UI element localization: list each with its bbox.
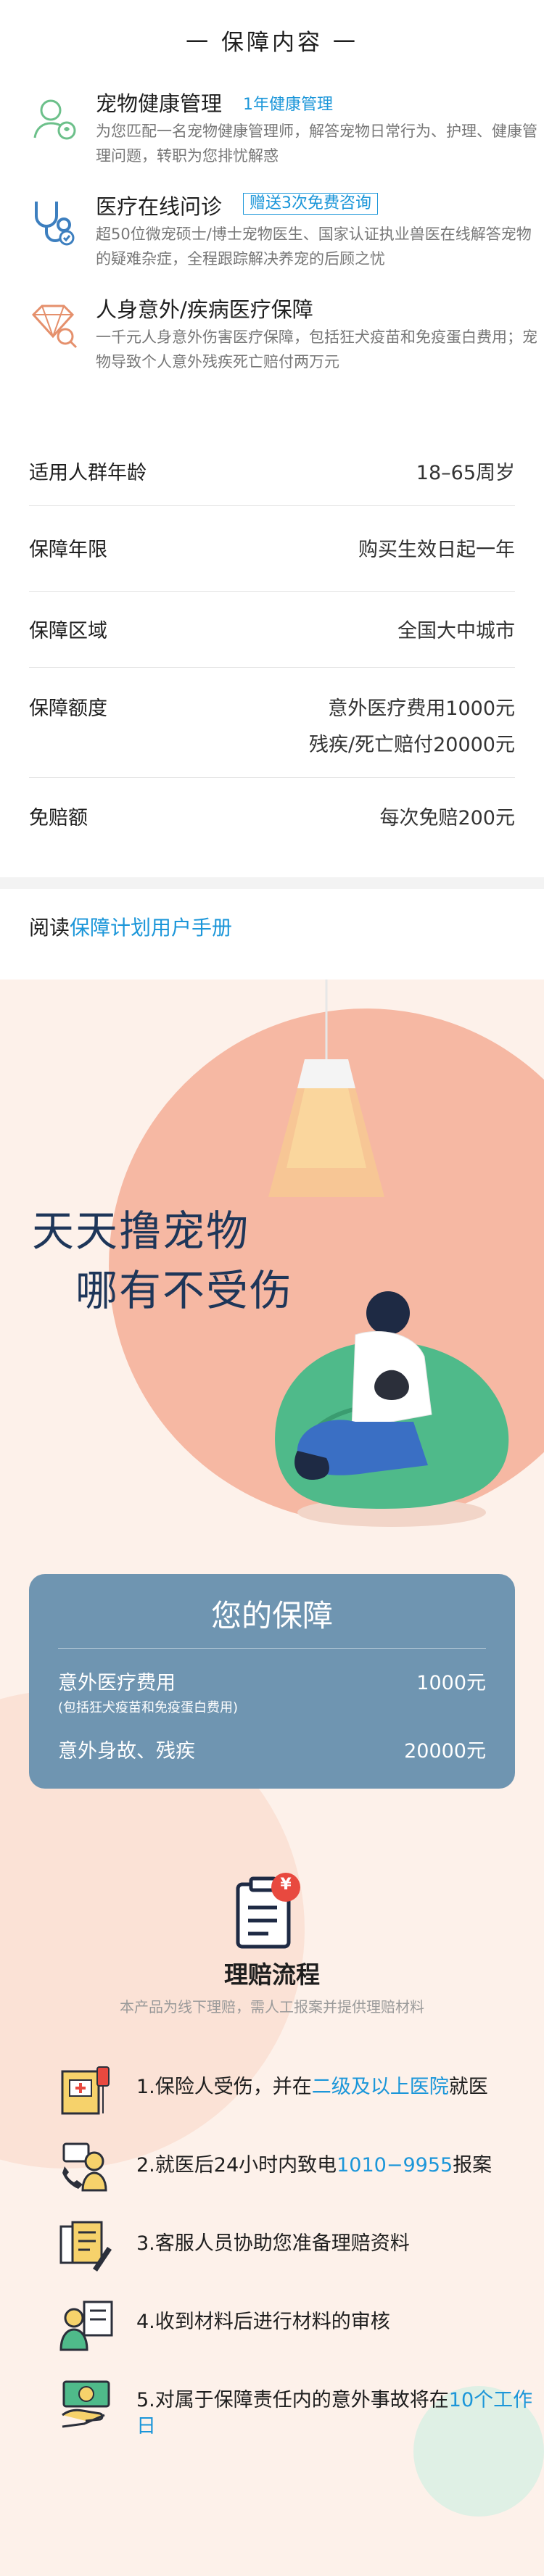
claim-step-5: 5.对属于保障责任内的意外事故将在10个工作日 bbox=[58, 2374, 532, 2438]
claim-step-3: 3.客服人员协助您准备理赔资料 bbox=[58, 2218, 522, 2276]
detail-label: 免赔额 bbox=[29, 807, 88, 829]
read-prefix: 阅读 bbox=[29, 916, 70, 940]
lamp-illustration bbox=[268, 980, 384, 1197]
step-text: 2.就医后24小时内致电 bbox=[136, 2154, 337, 2177]
detail-label: 保障额度 bbox=[29, 697, 107, 720]
feature-pet-health: 宠物健康管理 1年健康管理 为您匹配一名宠物健康管理师，解答宠物日常行为、护理、… bbox=[29, 87, 537, 167]
step-highlight: 二级及以上医院 bbox=[311, 2076, 449, 2098]
diamond-icon bbox=[31, 305, 78, 349]
divider bbox=[29, 505, 515, 506]
claim-step-2: 2.就医后24小时内致电1010−9955报案 bbox=[58, 2140, 522, 2198]
feature-online-consult: 医疗在线问诊 赠送3次免费咨询 超50位微宠硕士/博士宠物医生、国家认证执业兽医… bbox=[29, 190, 532, 270]
claim-badge: ¥ bbox=[280, 1876, 292, 1894]
read-manual-bar: 阅读保障计划用户手册 bbox=[0, 889, 544, 980]
step-text-end: 就医 bbox=[448, 2076, 488, 2098]
feature-tag: 赠送3次免费咨询 bbox=[243, 193, 378, 215]
guarantee-item-sub: (包括狂犬疫苗和免疫蛋白费用) bbox=[58, 1700, 239, 1715]
documents-icon bbox=[59, 2221, 112, 2271]
divider bbox=[29, 777, 515, 778]
step-text-end: 报案 bbox=[453, 2154, 493, 2177]
manual-link[interactable]: 保障计划用户手册 bbox=[70, 916, 233, 940]
feature-desc: 一千元人身意外伤害医疗保障，包括狂犬疫苗和免疫蛋白费用；宠物导致个人意外残疾死亡… bbox=[96, 328, 537, 370]
detail-deductible: 免赔额 每次免赔200元 bbox=[29, 802, 515, 831]
divider bbox=[29, 591, 515, 592]
feature-accident-medical: 人身意外/疾病医疗保障 一千元人身意外伤害医疗保障，包括狂犬疫苗和免疫蛋白费用；… bbox=[29, 293, 537, 373]
reviewer-icon bbox=[59, 2300, 113, 2351]
pet-health-icon bbox=[33, 99, 76, 140]
hero-section: 天天撸宠物 哪有不受伤 您的保障 意外医疗费用 (包括狂犬疫苗和免疫蛋白费用) … bbox=[0, 980, 544, 2576]
feature-name: 宠物健康管理 bbox=[96, 91, 223, 116]
detail-period: 保障年限 购买生效日起一年 bbox=[29, 534, 515, 563]
coverage-card: 一 保障内容 一 宠物健康管理 1年健康管理 为您匹配一名宠物健康管理师，解答宠… bbox=[0, 0, 544, 877]
person-pet-illustration bbox=[275, 1291, 509, 1509]
claim-title: 理赔流程 bbox=[224, 1960, 320, 1989]
detail-value: 意外医疗费用1000元 bbox=[328, 697, 515, 720]
guarantee-item-label: 意外医疗费用 bbox=[58, 1672, 176, 1694]
section-title: 一 保障内容 一 bbox=[186, 30, 358, 56]
step-text: 1.保险人受伤，并在 bbox=[136, 2076, 312, 2098]
detail-value: 18–65周岁 bbox=[416, 462, 515, 484]
detail-label: 适用人群年龄 bbox=[29, 462, 147, 484]
payout-icon bbox=[62, 2380, 110, 2428]
step-text: 3.客服人员协助您准备理赔资料 bbox=[136, 2232, 410, 2255]
detail-value: 全国大中城市 bbox=[397, 620, 515, 642]
detail-age: 适用人群年龄 18–65周岁 bbox=[29, 457, 515, 486]
step-highlight: 10个工作日 bbox=[136, 2389, 533, 2438]
feature-desc: 为您匹配一名宠物健康管理师，解答宠物日常行为、护理、健康管理问题，转职为您排忧解… bbox=[96, 123, 537, 165]
feature-name: 医疗在线问诊 bbox=[96, 194, 223, 219]
detail-label: 保障年限 bbox=[29, 539, 107, 561]
guarantee-item-label: 意外身故、残疾 bbox=[58, 1740, 195, 1763]
claim-step-text: 2.就医后24小时内致电1010−9955报案 bbox=[136, 2153, 535, 2179]
detail-label: 保障区域 bbox=[29, 620, 107, 642]
claim-subtitle: 本产品为线下理赔，需人工报案并提供理赔材料 bbox=[120, 1998, 424, 2016]
stethoscope-icon bbox=[35, 202, 75, 246]
guarantee-box: 您的保障 意外医疗费用 (包括狂犬疫苗和免疫蛋白费用) 1000元 意外身故、残… bbox=[29, 1574, 515, 1789]
detail-value: 购买生效日起一年 bbox=[358, 539, 515, 561]
feature-desc: 超50位微宠硕士/博士宠物医生、国家认证执业兽医在线解答宠物的疑难杂症，全程跟踪… bbox=[96, 225, 532, 268]
divider bbox=[58, 1648, 486, 1649]
claim-step-4: 4.收到材料后进行材料的审核 bbox=[58, 2296, 522, 2354]
read-manual-text: 阅读保障计划用户手册 bbox=[29, 912, 232, 941]
guarantee-title: 您的保障 bbox=[210, 1598, 333, 1633]
feature-name: 人身意外/疾病医疗保障 bbox=[96, 297, 313, 322]
phone-call-icon bbox=[62, 2142, 107, 2192]
claim-document-icon bbox=[236, 1873, 300, 1949]
guarantee-item-value: 1000元 bbox=[416, 1672, 486, 1694]
step-text: 5.对属于保障责任内的意外事故将在 bbox=[136, 2389, 449, 2411]
claim-step-text: 3.客服人员协助您准备理赔资料 bbox=[136, 2231, 535, 2257]
hero-slogan-line2: 哪有不受伤 bbox=[75, 1266, 294, 1315]
claim-step-text: 1.保险人受伤，并在二级及以上医院就医 bbox=[136, 2074, 535, 2100]
detail-area: 保障区域 全国大中城市 bbox=[29, 615, 515, 644]
claim-step-1: 1.保险人受伤，并在二级及以上医院就医 bbox=[58, 2061, 522, 2119]
detail-amount: 保障额度 意外医疗费用1000元 残疾/死亡赔付20000元 bbox=[29, 692, 515, 765]
guarantee-item-value: 20000元 bbox=[404, 1740, 486, 1763]
claim-step-text: 5.对属于保障责任内的意外事故将在10个工作日 bbox=[136, 2387, 535, 2440]
detail-value: 残疾/死亡赔付20000元 bbox=[309, 734, 515, 756]
detail-value: 每次免赔200元 bbox=[379, 807, 515, 829]
feature-tag: 1年健康管理 bbox=[243, 96, 333, 114]
step-highlight: 1010−9955 bbox=[337, 2154, 453, 2177]
step-text: 4.收到材料后进行材料的审核 bbox=[136, 2311, 390, 2333]
hero-slogan-line1: 天天撸宠物 bbox=[32, 1206, 250, 1256]
hospital-icon bbox=[61, 2066, 110, 2115]
divider bbox=[29, 667, 515, 668]
claim-step-text: 4.收到材料后进行材料的审核 bbox=[136, 2309, 535, 2335]
